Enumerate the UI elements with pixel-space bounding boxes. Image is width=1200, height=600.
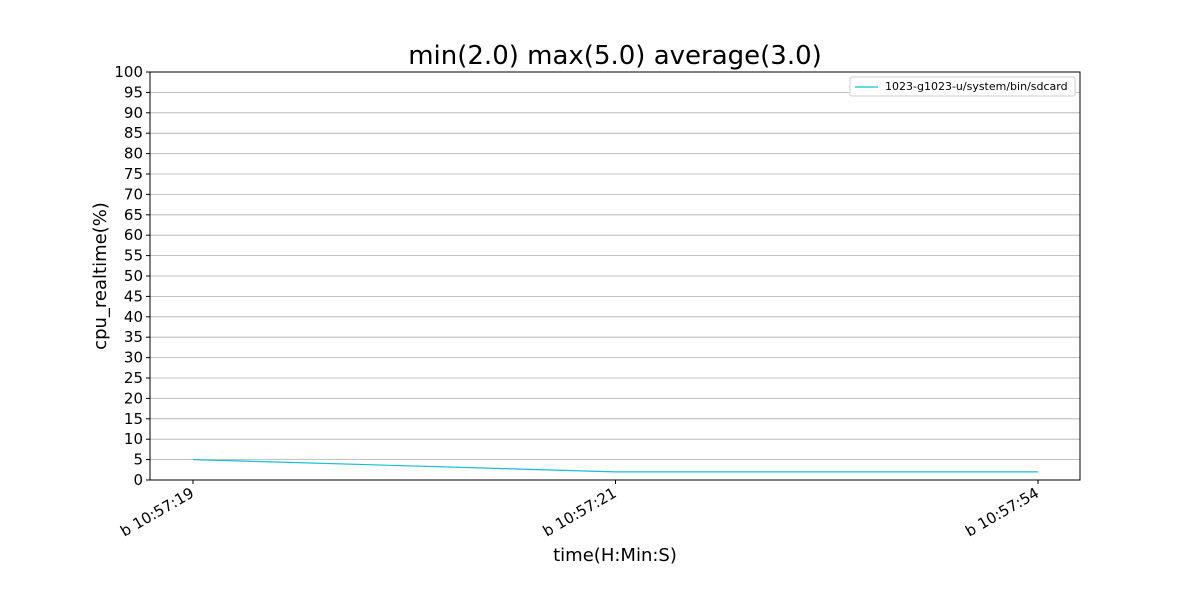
chart-title: min(2.0) max(5.0) average(3.0) <box>408 41 822 71</box>
y-tick-label: 85 <box>124 124 143 142</box>
y-tick-label: 5 <box>133 451 143 469</box>
y-tick-label: 10 <box>124 430 143 448</box>
y-tick-label: 45 <box>124 287 143 305</box>
y-tick-label: 40 <box>124 308 143 326</box>
y-tick-label: 35 <box>124 328 143 346</box>
legend-box <box>849 76 1076 97</box>
y-tick-label: 25 <box>124 369 143 387</box>
y-tick-label: 0 <box>133 471 143 489</box>
y-tick-label: 70 <box>124 185 143 203</box>
y-tick-label: 65 <box>124 206 143 224</box>
legend-label: 1023-g1023-u/system/bin/sdcard <box>885 80 1068 93</box>
y-tick-label: 100 <box>114 63 143 81</box>
y-tick-label: 60 <box>124 226 143 244</box>
series-layer <box>192 459 1038 473</box>
y-tick-label: 95 <box>124 83 143 101</box>
y-tick-label: 90 <box>124 104 143 122</box>
y-tick-label: 15 <box>124 410 143 428</box>
x-tick-label: b 10:57:54 <box>962 484 1042 540</box>
grid-lines <box>150 92 1080 461</box>
x-tick-label: b 10:57:19 <box>117 484 197 540</box>
y-tick-label: 30 <box>124 349 143 367</box>
series-line <box>192 459 1038 473</box>
x-tick-label: b 10:57:21 <box>540 484 620 540</box>
y-tick-label: 50 <box>124 267 143 285</box>
y-tick-label: 55 <box>124 247 143 265</box>
y-tick-label: 80 <box>124 145 143 163</box>
legend: 1023-g1023-u/system/bin/sdcard <box>849 76 1076 97</box>
y-axis-ticks: 0 5 10 15 20 25 30 35 40 45 50 55 60 65 70 75 80 85 90 95 10… <box>114 63 150 489</box>
y-axis-label: cpu_realtime(%) <box>90 202 111 350</box>
y-tick-label: 20 <box>124 389 143 407</box>
x-axis-label: time(H:Min:S) <box>553 545 677 566</box>
x-axis-ticks: b 10:57:19 b 10:57:21 b 10:57:54 <box>117 480 1042 540</box>
y-tick-label: 75 <box>124 165 143 183</box>
